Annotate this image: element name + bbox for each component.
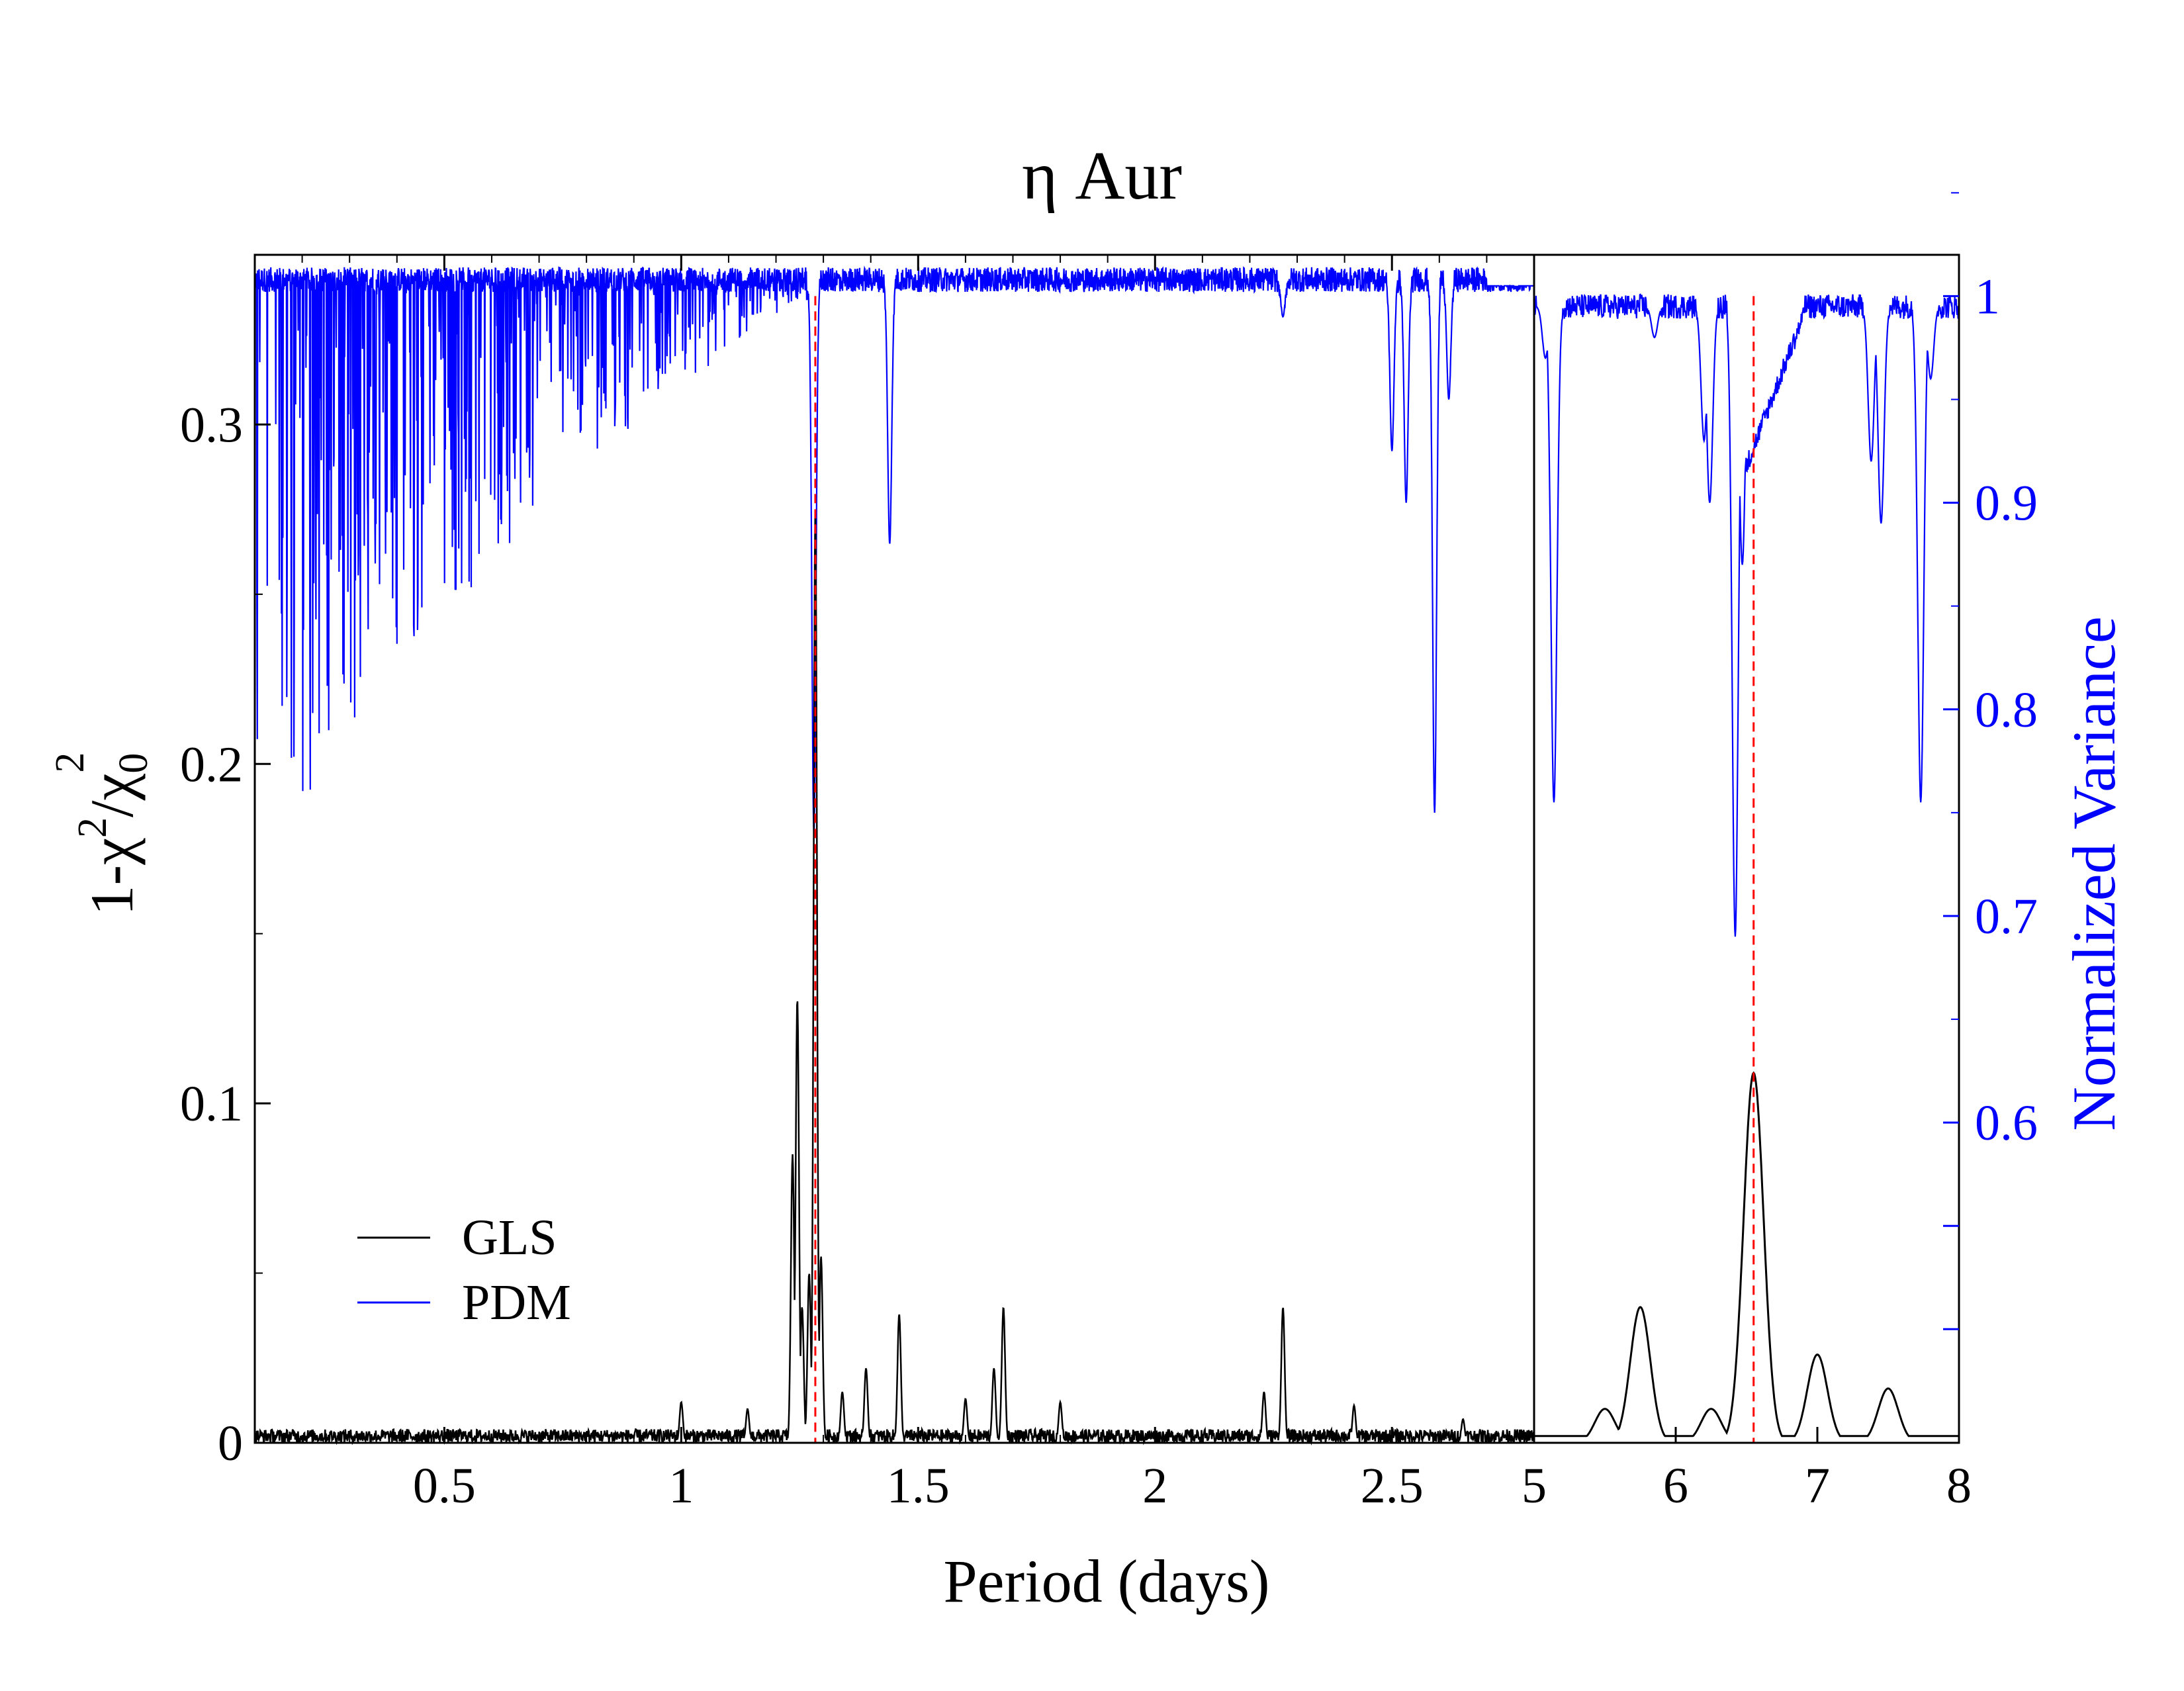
x-tick-label: 8 (1946, 1458, 1972, 1514)
x-tick-label: 0.5 (413, 1458, 476, 1514)
pdm-line-right (1533, 293, 1960, 937)
y-tick-label-right: 0.7 (1975, 889, 2038, 944)
y-tick-label-left: 0.2 (180, 737, 243, 792)
x-tick-label: 7 (1805, 1458, 1830, 1514)
y-tick-label-right: 0.8 (1975, 682, 2038, 738)
x-tick-label: 1 (668, 1458, 694, 1514)
y-tick-label-left: 0 (218, 1416, 243, 1471)
gls-line-left (253, 510, 1535, 1445)
y-tick-label-left: 0.1 (180, 1076, 243, 1132)
x-tick-label: 2.5 (1361, 1458, 1424, 1514)
y-tick-label-left: 0.3 (180, 397, 243, 453)
pdm-line-left (254, 265, 1534, 833)
y-tick-label-right: 0.6 (1975, 1095, 2038, 1151)
plot-layer (253, 265, 1960, 1445)
gls-line-right (1534, 1071, 1959, 1438)
legend-label-pdm: PDM (462, 1275, 571, 1330)
x-tick-label: 6 (1663, 1458, 1688, 1514)
chart-title: η Aur (1022, 138, 1182, 214)
x-tick-label: 2 (1142, 1458, 1167, 1514)
axes-layer: 0.5 1 1.5 2 2.5 5 6 7 8 0 0.1 0.2 0.3 0.6 0.7 0.8 0.9 1 (180, 192, 2038, 1514)
plot-frame (253, 253, 1960, 1444)
y-axis-label-right: Normalized Variance (2060, 616, 2128, 1130)
x-tick-label: 5 (1522, 1458, 1547, 1514)
x-tick-label: 1.5 (887, 1458, 950, 1514)
y-tick-label-right: 0.9 (1975, 476, 2038, 531)
y-tick-label-right: 1 (1975, 269, 2000, 324)
x-axis-label: Period (days) (943, 1547, 1269, 1615)
y-axis-label-left: 1-χ2/χ02 (48, 753, 156, 916)
legend: GLS PDM (357, 1210, 571, 1330)
legend-label-gls: GLS (462, 1210, 557, 1265)
